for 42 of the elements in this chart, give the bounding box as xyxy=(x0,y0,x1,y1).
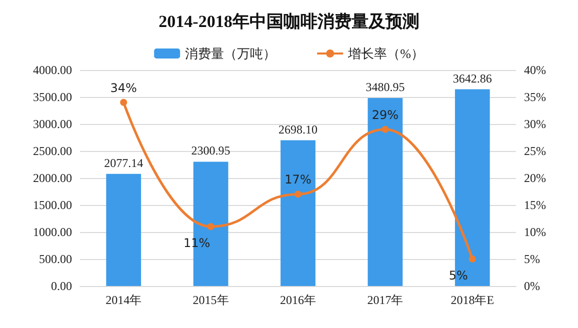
data-label: 3642.86 xyxy=(452,71,492,86)
y2-tick-label: 40% xyxy=(524,63,546,77)
y2-tick-label: 20% xyxy=(524,171,546,185)
y-tick-label: 2000.00 xyxy=(33,171,72,185)
x-tick-label: 2015年 xyxy=(192,293,229,307)
y2-tick-label: 25% xyxy=(524,144,546,158)
y-tick-label: 0.00 xyxy=(51,279,72,293)
data-label: 17% xyxy=(284,172,312,187)
data-label: 34% xyxy=(110,80,137,95)
bar xyxy=(280,140,316,286)
point xyxy=(207,223,214,230)
x-tick-label: 2017年 xyxy=(367,293,404,307)
legend-label: 消费量（万吨） xyxy=(185,46,276,61)
y2-tick-label: 0% xyxy=(524,279,540,293)
y2-tick-label: 35% xyxy=(524,90,546,104)
data-label: 29% xyxy=(372,108,399,122)
y-tick-label: 1000.00 xyxy=(33,225,72,239)
chart-title: 2014-2018年中国咖啡消费量及预测 xyxy=(158,12,420,31)
point xyxy=(382,126,389,133)
x-tick-label: 2018年E xyxy=(450,293,494,307)
y-tick-label: 3500.00 xyxy=(33,90,72,104)
data-label: 2698.10 xyxy=(278,122,318,136)
y-tick-label: 4000.00 xyxy=(33,63,72,77)
y2-tick-label: 10% xyxy=(524,225,546,239)
y-tick-label: 2500.00 xyxy=(33,144,72,158)
y-tick-label: 3000.00 xyxy=(33,117,72,131)
legend-label: 增长率（%） xyxy=(347,46,424,61)
point xyxy=(294,190,302,198)
x-tick-label: 2014年 xyxy=(106,293,142,307)
x-tick-label: 2016年 xyxy=(280,293,316,307)
data-label: 2077.14 xyxy=(104,156,144,170)
y2-tick-label: 15% xyxy=(524,198,546,212)
point xyxy=(120,98,128,106)
data-label: 3480.95 xyxy=(366,80,405,94)
point xyxy=(468,256,476,262)
y-tick-label: 500.00 xyxy=(39,252,72,266)
bar xyxy=(368,98,403,286)
y2-tick-label: 5% xyxy=(524,252,540,266)
y2-tick-label: 30% xyxy=(524,117,546,131)
y-tick-label: 1500.00 xyxy=(33,198,72,212)
data-label: 2300.95 xyxy=(191,144,230,158)
bar xyxy=(106,174,142,286)
